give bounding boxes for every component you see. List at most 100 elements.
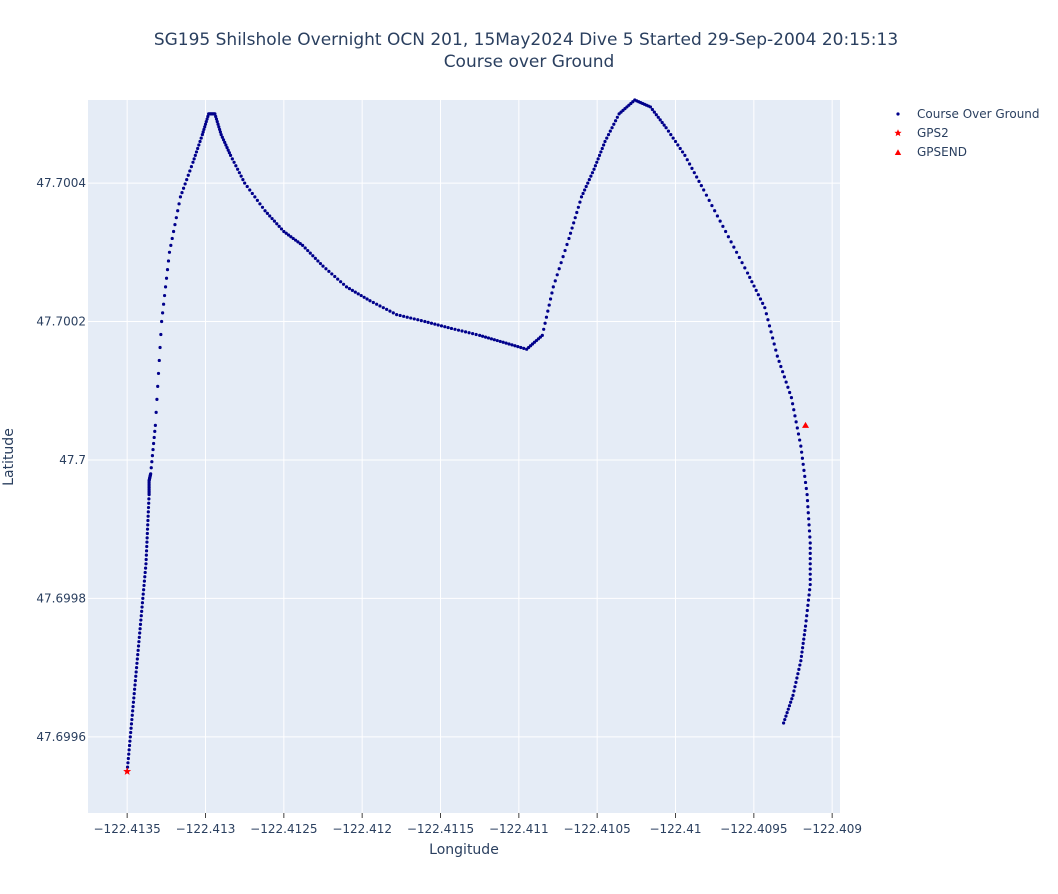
course-point [163,285,168,289]
course-point [787,704,792,708]
course-point [513,344,517,348]
course-point [158,345,162,350]
course-point [145,540,149,544]
course-point [764,312,768,316]
course-point [140,601,145,605]
course-point [676,143,680,147]
course-point [336,277,340,281]
course-point [362,295,366,299]
course-point [324,267,328,271]
course-point [806,598,811,602]
course-point [286,233,291,237]
course-point [133,683,137,687]
course-point [296,240,300,244]
course-point [583,188,587,192]
course-point [289,235,293,239]
course-point [774,348,778,352]
course-point [486,336,491,340]
course-point [298,242,302,246]
course-point [143,575,147,579]
course-point [745,271,750,275]
course-point [783,717,787,722]
course-point [807,529,812,533]
course-point [439,324,444,328]
course-point [595,160,599,164]
course-point [743,266,747,270]
course-point [769,330,773,334]
course-point [141,596,145,601]
course-point [699,184,703,188]
course-point [777,359,781,363]
course-point [177,202,181,206]
course-point [697,179,701,183]
x-axis-title: Longitude [429,842,499,858]
course-point [132,691,136,696]
x-tick-label: −122.4095 [720,822,787,836]
course-point [568,231,573,235]
course-point [142,579,146,583]
course-point [671,136,675,140]
course-point [149,472,153,476]
course-point [213,112,217,116]
course-point [181,186,186,190]
course-point [214,117,219,121]
course-point [557,267,561,271]
course-point [125,765,130,769]
course-point [796,672,800,676]
course-point [144,562,148,566]
course-point [416,318,420,322]
course-point [135,661,139,665]
course-point [570,226,574,230]
course-point [808,588,812,592]
course-point [808,562,812,566]
course-point [802,633,806,637]
course-point [258,202,262,206]
course-point [750,280,754,284]
course-point [136,648,140,652]
course-point [156,371,161,376]
course-point [137,635,141,639]
legend[interactable]: Course Over Ground GPS2 GPSEND [894,107,1040,159]
course-point [808,535,812,539]
course-point [792,408,796,412]
course-point [795,676,799,680]
course-point [381,306,385,310]
course-point [128,739,132,743]
course-point [807,517,811,521]
course-point [433,322,437,326]
course-point [129,722,134,726]
course-point [489,337,494,341]
course-point [220,135,224,139]
course-point [805,614,809,618]
course-point [481,334,485,338]
course-point [171,229,176,234]
course-point [695,175,699,179]
course-point [784,714,788,718]
course-point [333,274,337,279]
course-point [143,566,148,570]
legend-item-gpsend[interactable]: GPSEND [894,145,967,159]
y-tick-label: 47.6998 [36,591,86,605]
course-point [605,136,609,140]
course-point [796,432,801,436]
course-point [771,336,775,340]
course-point [318,261,323,266]
course-point [793,414,797,418]
legend-triangle-icon [894,149,902,155]
course-point [350,288,354,292]
course-point [129,730,133,735]
course-point [584,184,588,189]
course-point [542,327,546,331]
course-point [673,139,678,144]
course-point [575,210,579,215]
course-point [154,410,158,414]
course-point [785,711,789,715]
course-point [131,700,136,704]
course-point [795,426,799,430]
course-point [265,211,269,215]
course-point [791,402,795,406]
course-point [219,133,223,137]
legend-item-gps2[interactable]: GPS2 [894,126,949,140]
legend-item-course-over-ground[interactable]: Course Over Ground [896,107,1040,121]
